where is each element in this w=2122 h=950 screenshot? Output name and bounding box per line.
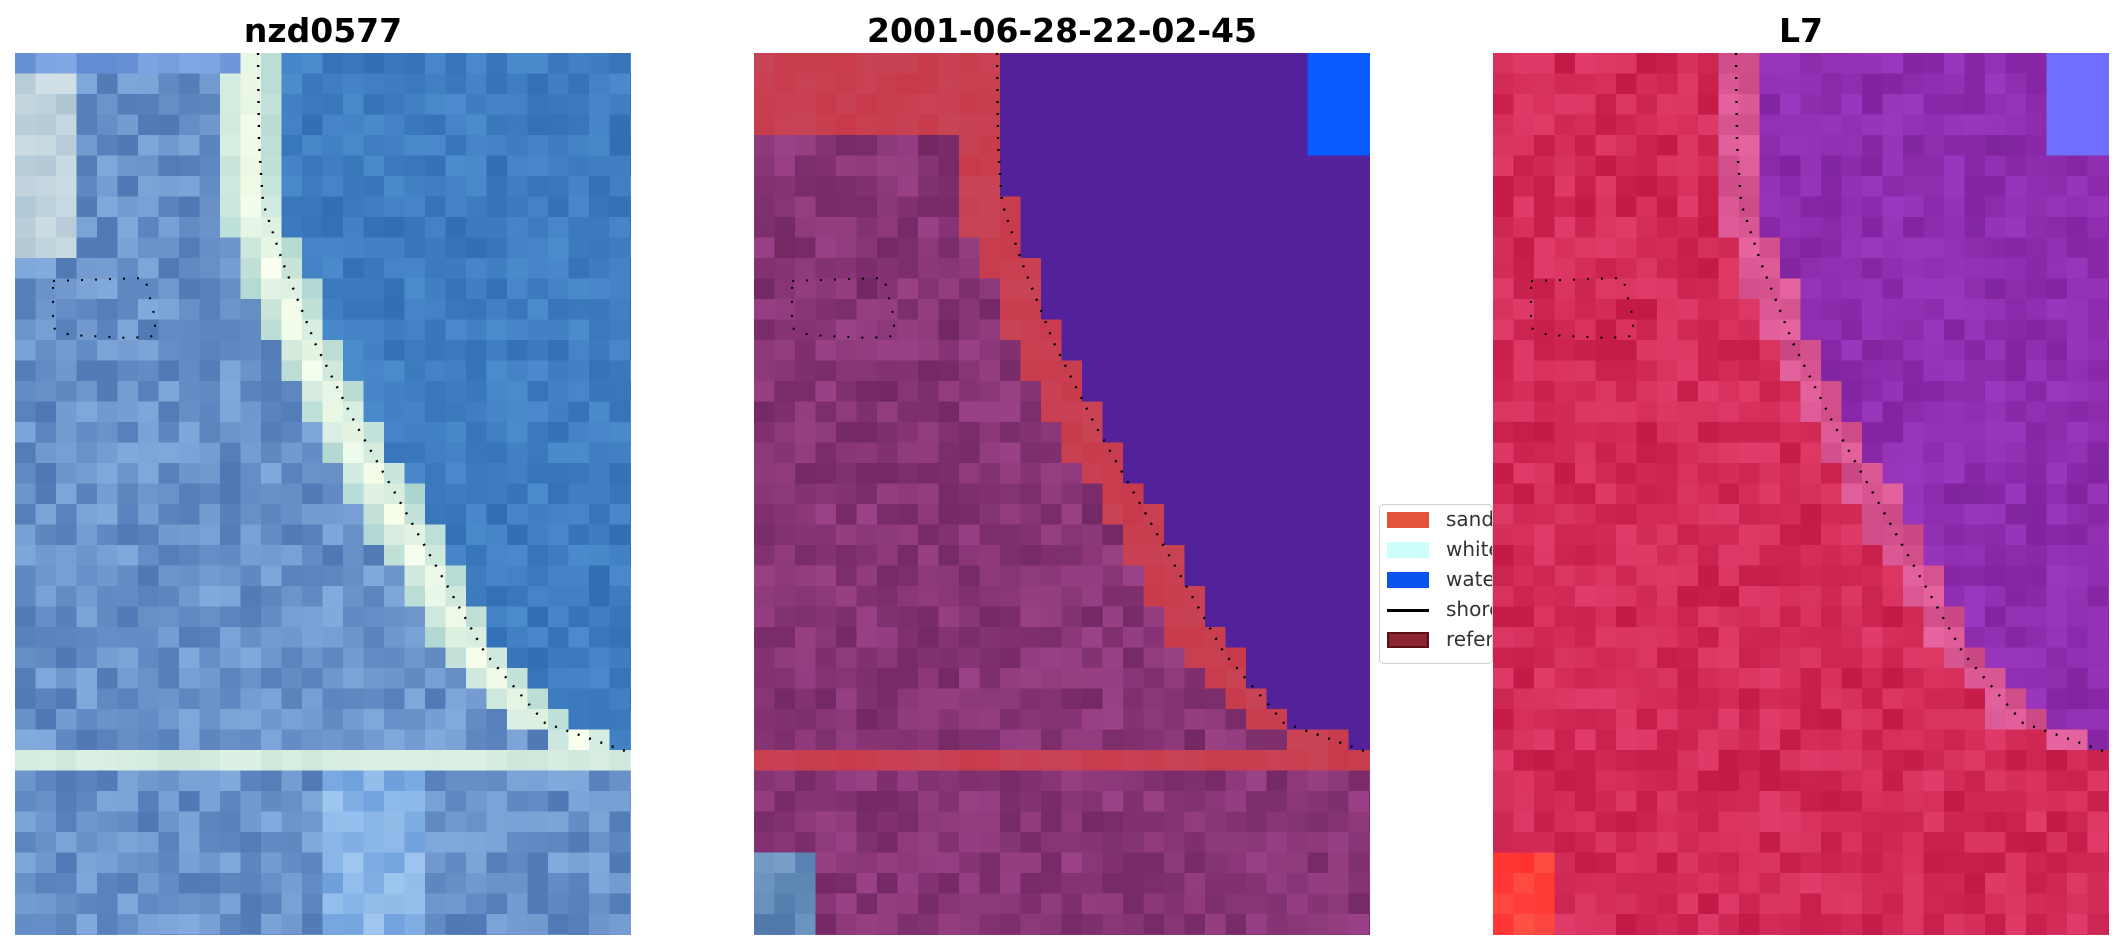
legend-item-sand: sand xyxy=(1380,505,1493,535)
rgb-image xyxy=(15,53,631,935)
legend-label-sand: sand xyxy=(1446,507,1493,531)
legend-swatch-water xyxy=(1387,572,1429,588)
legend-swatch-sand xyxy=(1387,512,1429,528)
rgb-image-panel xyxy=(15,53,631,935)
legend-item-shoreline: shoreline xyxy=(1380,595,1492,625)
legend-item-white-water: white-water xyxy=(1380,535,1492,565)
swir-image-panel xyxy=(1493,53,2109,935)
legend: sand white-water water shoreline referen… xyxy=(1379,504,1493,664)
classification-image xyxy=(754,53,1370,935)
legend-label-water: water xyxy=(1446,567,1492,591)
classification-image-panel xyxy=(754,53,1370,935)
swir-image xyxy=(1493,53,2109,935)
legend-label-reference: reference xyxy=(1446,627,1493,651)
legend-item-reference: reference xyxy=(1380,625,1493,655)
legend-label-white-water: white-water xyxy=(1446,537,1492,561)
panel-title-rgb: nzd0577 xyxy=(243,11,403,50)
legend-line-shoreline xyxy=(1387,609,1429,612)
panel-title-classification: 2001-06-28-22-02-45 xyxy=(867,11,1257,50)
legend-label-shoreline: shoreline xyxy=(1446,597,1492,621)
legend-swatch-white-water xyxy=(1387,542,1429,558)
panel-title-swir: L7 xyxy=(1779,11,1823,50)
legend-item-water: water xyxy=(1380,565,1492,595)
legend-swatch-reference xyxy=(1387,632,1429,648)
